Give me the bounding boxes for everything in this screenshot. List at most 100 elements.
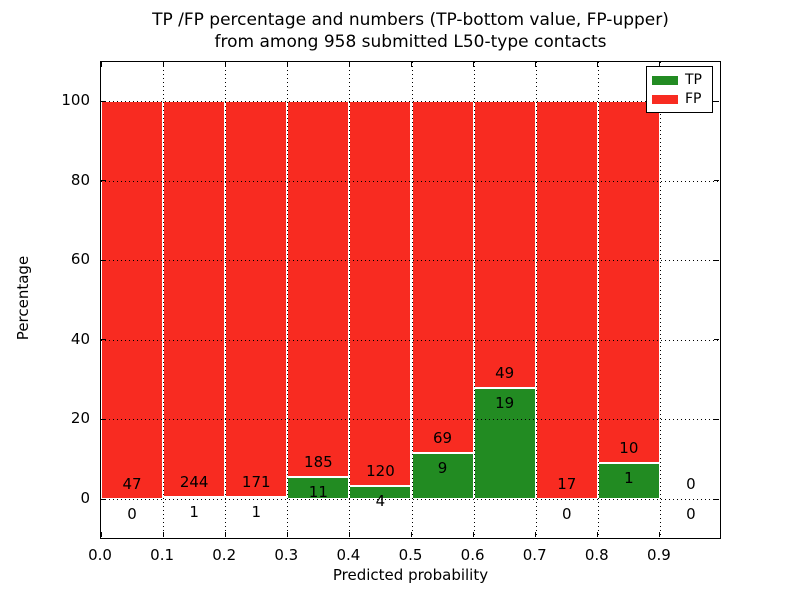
fp-count-label: 185 — [304, 452, 333, 471]
x-tick-label: 0.9 — [646, 546, 671, 564]
legend-swatch-fp — [652, 94, 678, 104]
x-tick-top — [348, 62, 350, 67]
legend: TP FP — [646, 66, 713, 113]
bar-fp — [163, 101, 226, 498]
tp-count-label: 1 — [251, 502, 262, 521]
x-tick — [659, 532, 661, 537]
x-tick-top — [659, 62, 661, 67]
legend-item-fp: FP — [652, 92, 707, 106]
y-tick-right — [714, 418, 719, 420]
y-tick-right — [714, 259, 719, 261]
x-tick-top — [597, 62, 599, 67]
bar-fp — [411, 101, 474, 454]
x-tick — [224, 532, 226, 537]
y-tick — [101, 498, 106, 500]
tp-count-label: 1 — [189, 503, 199, 522]
v-gridline — [163, 62, 165, 538]
y-tick-label: 20 — [70, 409, 90, 428]
x-tick-top — [286, 62, 288, 67]
legend-label-tp: TP — [685, 72, 702, 88]
x-tick-top — [473, 62, 475, 67]
v-gridline — [659, 62, 661, 538]
x-tick-top — [224, 62, 226, 67]
x-tick — [162, 532, 164, 537]
tp-count-label: 19 — [495, 393, 515, 412]
y-tick-right — [714, 339, 719, 341]
v-gridline — [287, 62, 289, 538]
legend-swatch-tp — [652, 75, 678, 85]
bar-fp — [535, 101, 598, 499]
x-tick — [286, 532, 288, 537]
x-tick-label: 0.7 — [522, 546, 547, 564]
h-gridline — [101, 339, 720, 341]
v-gridline — [597, 62, 599, 538]
fp-count-label: 10 — [619, 438, 639, 457]
tp-count-label: 11 — [308, 482, 328, 501]
bar-fp — [287, 101, 350, 477]
fp-count-label: 0 — [686, 475, 696, 493]
x-tick — [473, 532, 475, 537]
tp-count-label: 0 — [686, 505, 696, 523]
h-gridline — [101, 180, 720, 182]
y-axis-label: Percentage — [14, 255, 32, 341]
bar-fp — [597, 101, 660, 463]
x-tick-label: 0.1 — [150, 546, 175, 564]
y-tick — [101, 259, 106, 261]
v-gridline — [349, 62, 351, 538]
y-tick-label: 40 — [70, 329, 90, 348]
h-gridline — [101, 499, 720, 500]
y-tick-label: 80 — [70, 170, 90, 189]
fp-count-label: 244 — [179, 473, 209, 492]
tp-count-label: 9 — [437, 459, 448, 478]
x-axis-label: Predicted probability — [332, 566, 489, 584]
x-tick-label: 0.5 — [398, 546, 423, 564]
y-tick-right — [714, 498, 719, 500]
x-tick-top — [100, 62, 102, 67]
bar-fp — [349, 101, 412, 487]
tp-count-label: 0 — [127, 505, 137, 523]
chart-title-line1: TP /FP percentage and numbers (TP-bottom… — [152, 10, 669, 30]
bar-fp — [225, 101, 288, 497]
x-tick-label: 0.0 — [88, 546, 112, 564]
y-tick — [101, 100, 106, 102]
fp-count-label: 171 — [241, 472, 271, 491]
legend-label-fp: FP — [685, 91, 702, 107]
v-gridline — [473, 62, 475, 538]
h-gridline — [101, 101, 720, 102]
x-tick-top — [162, 62, 164, 67]
y-tick-label: 100 — [61, 91, 90, 109]
legend-item-tp: TP — [652, 73, 707, 87]
x-tick-label: 0.2 — [212, 546, 237, 564]
v-gridline — [535, 62, 537, 538]
fp-count-label: 120 — [366, 462, 395, 481]
x-tick-top — [411, 62, 412, 67]
v-gridline — [225, 62, 227, 538]
fp-count-label: 49 — [495, 363, 515, 382]
y-tick-right — [714, 100, 719, 102]
fp-count-label: 69 — [433, 429, 453, 448]
x-tick — [535, 532, 537, 537]
tp-count-label: 4 — [375, 492, 386, 511]
bar-tp — [411, 453, 474, 499]
chart-title: TP /FP percentage and numbers (TP-bottom… — [100, 9, 721, 53]
y-tick — [101, 339, 106, 341]
fp-count-label: 17 — [557, 475, 577, 493]
x-tick-label: 0.4 — [336, 546, 361, 564]
h-gridline — [101, 419, 720, 421]
y-tick-label: 60 — [70, 250, 90, 269]
y-tick-label: 0 — [80, 489, 90, 507]
tp-count-label: 0 — [561, 505, 572, 523]
x-tick — [597, 532, 599, 537]
x-tick-top — [535, 62, 537, 67]
bar-fp — [101, 101, 164, 499]
y-tick — [101, 418, 106, 420]
v-gridline — [411, 62, 413, 538]
bar-tp — [597, 462, 660, 499]
tp-count-label: 1 — [624, 468, 634, 487]
h-gridline — [101, 260, 720, 262]
x-tick — [100, 532, 102, 537]
x-tick-label: 0.8 — [584, 546, 609, 564]
y-tick-right — [714, 180, 719, 182]
x-tick — [411, 532, 412, 537]
